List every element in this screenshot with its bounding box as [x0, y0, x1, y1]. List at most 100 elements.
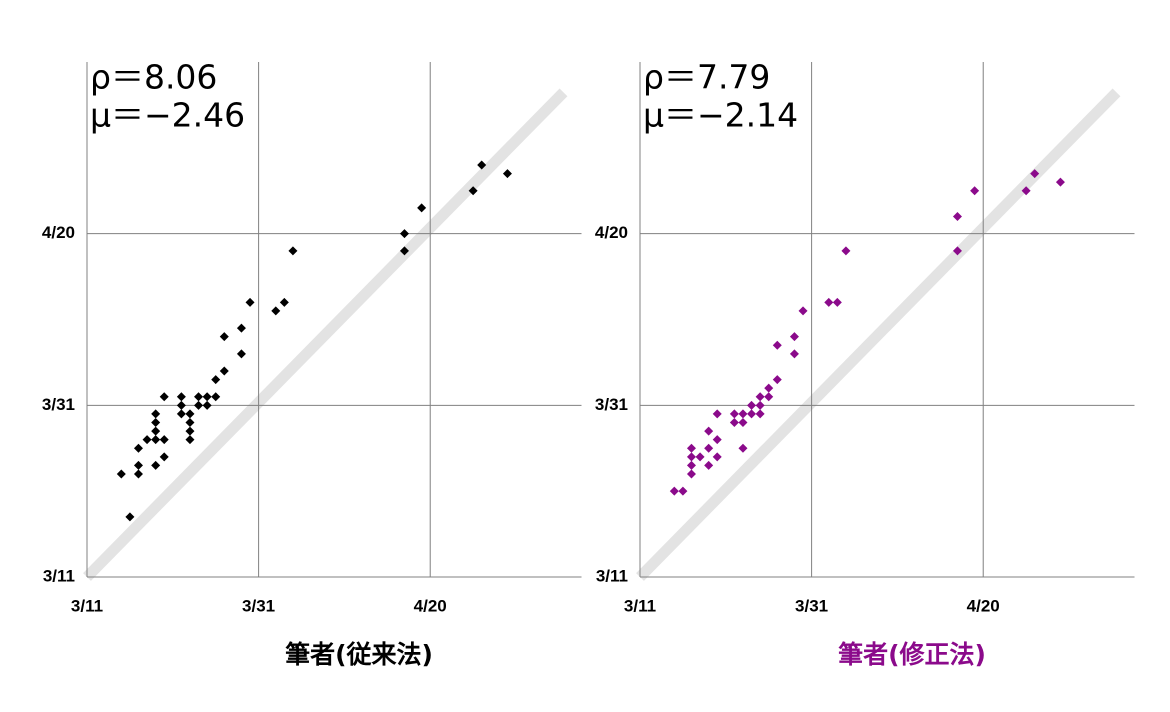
point — [669, 486, 679, 496]
point — [798, 306, 808, 316]
point — [185, 426, 195, 436]
point — [159, 392, 169, 402]
point — [142, 435, 152, 445]
y-tick-label: 3/31 — [42, 395, 75, 414]
stat-annotation: μ＝−2.14 — [643, 96, 798, 135]
point — [133, 469, 143, 479]
point — [686, 443, 696, 453]
x-tick-label: 3/11 — [624, 596, 656, 615]
point — [185, 409, 195, 419]
point — [729, 418, 739, 427]
point — [194, 392, 204, 402]
point — [185, 435, 195, 445]
point — [970, 186, 980, 196]
point — [952, 212, 962, 221]
point — [789, 332, 799, 342]
point — [747, 409, 757, 419]
point — [151, 460, 161, 470]
point — [477, 160, 487, 170]
x-tick-label: 3/31 — [242, 596, 275, 615]
point — [738, 418, 748, 427]
y-tick-label: 3/11 — [596, 566, 628, 585]
x-tick-label: 4/20 — [967, 596, 1000, 615]
point — [271, 306, 281, 316]
point — [116, 469, 126, 479]
point — [789, 349, 799, 359]
point — [159, 452, 169, 462]
point — [704, 460, 714, 470]
point — [678, 486, 688, 496]
point — [151, 435, 161, 445]
point — [125, 512, 135, 522]
point — [176, 409, 186, 419]
point — [1021, 186, 1031, 196]
point — [755, 400, 765, 410]
point — [712, 435, 722, 445]
y-tick-label: 4/20 — [42, 223, 75, 242]
point — [772, 375, 782, 385]
y-tick-label: 3/31 — [595, 395, 628, 414]
point — [211, 392, 221, 402]
point — [729, 409, 739, 419]
point — [1055, 177, 1065, 187]
point — [738, 409, 748, 419]
point — [764, 383, 774, 393]
point — [712, 409, 722, 419]
point — [151, 409, 161, 419]
point — [686, 452, 696, 462]
point — [151, 426, 161, 436]
point — [211, 375, 221, 385]
x-tick-label: 4/20 — [414, 596, 447, 615]
point — [133, 460, 143, 470]
point — [772, 340, 782, 350]
reference-line — [83, 88, 568, 581]
point — [288, 246, 298, 256]
stat-annotation: μ＝−2.46 — [90, 96, 245, 135]
point — [159, 435, 169, 445]
reference-line — [636, 88, 1121, 581]
point — [245, 297, 255, 307]
point — [841, 246, 851, 256]
point — [176, 392, 186, 402]
point — [236, 349, 246, 359]
point — [236, 323, 246, 333]
point — [704, 426, 714, 436]
point — [695, 452, 705, 462]
point — [219, 332, 229, 342]
point — [399, 246, 409, 256]
point — [176, 400, 186, 410]
point — [194, 400, 204, 410]
point — [764, 392, 774, 402]
point — [279, 297, 289, 307]
point — [133, 443, 143, 453]
point — [686, 460, 696, 470]
x-axis-caption: 筆者(修正法) — [838, 640, 986, 669]
point — [417, 203, 427, 213]
point — [202, 392, 212, 402]
point — [755, 409, 765, 419]
point — [468, 186, 478, 196]
point — [952, 246, 962, 256]
point — [185, 418, 195, 427]
point — [747, 400, 757, 410]
point — [738, 443, 748, 453]
point — [1030, 169, 1040, 179]
point — [219, 366, 229, 376]
point — [832, 297, 842, 307]
stat-annotation: ρ＝7.79 — [643, 58, 770, 97]
point — [202, 400, 212, 410]
point — [712, 452, 722, 462]
y-tick-label: 3/11 — [43, 566, 75, 585]
stat-annotation: ρ＝8.06 — [90, 58, 217, 97]
y-tick-label: 4/20 — [595, 223, 628, 242]
point — [755, 392, 765, 402]
x-axis-caption: 筆者(従来法) — [285, 640, 433, 669]
point — [824, 297, 834, 307]
point — [686, 469, 696, 479]
x-tick-label: 3/11 — [71, 596, 103, 615]
x-tick-label: 3/31 — [795, 596, 828, 615]
point — [399, 229, 409, 239]
point — [151, 418, 161, 427]
point — [704, 443, 714, 453]
